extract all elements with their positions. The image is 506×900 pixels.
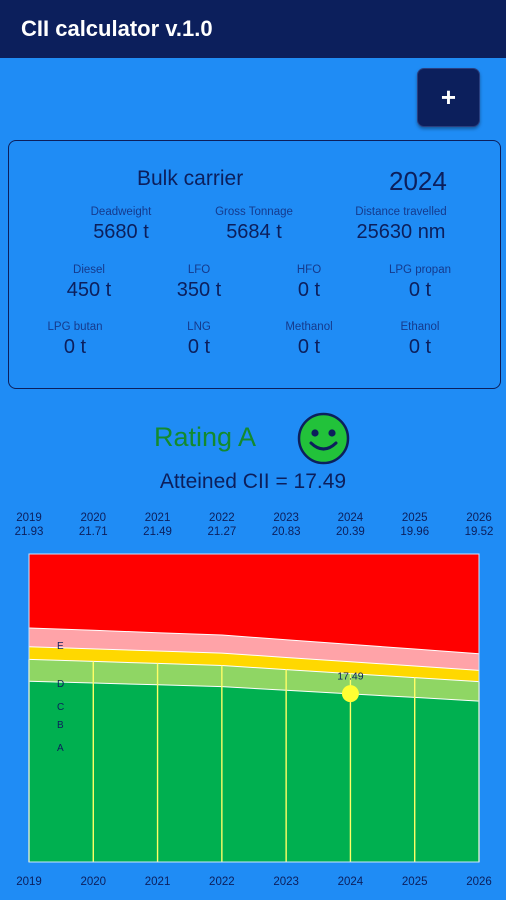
fuel-lng: LNG 0 t bbox=[149, 320, 249, 360]
deadweight-label: Deadweight bbox=[90, 206, 152, 218]
required-cii-value: 19.96 bbox=[400, 526, 430, 538]
required-cii-value: 21.49 bbox=[143, 526, 172, 538]
fuel-lpg-propan: LPG propan 0 t bbox=[370, 263, 470, 303]
required-cii-2021: 2021 21.49 bbox=[133, 511, 183, 539]
required-cii-value: 20.39 bbox=[336, 526, 365, 538]
required-cii-value: 20.83 bbox=[271, 526, 301, 538]
required-cii-2020: 2020 21.71 bbox=[68, 511, 118, 539]
band-boundary-line bbox=[28, 658, 480, 683]
x-tick-label: 2020 bbox=[80, 876, 107, 888]
tick-year: 2019 bbox=[16, 512, 42, 524]
smiley-icon bbox=[297, 412, 350, 465]
required-cii-2019: 2019 21.93 bbox=[4, 511, 54, 539]
report-year: 2024 bbox=[389, 166, 447, 196]
band-boundary-line bbox=[28, 646, 480, 671]
gross-tonnage-label: Gross Tonnage bbox=[215, 206, 293, 218]
required-cii-2023: 2023 20.83 bbox=[261, 511, 311, 539]
tick-year: 2020 bbox=[80, 512, 107, 524]
x-tick-label: 2019 bbox=[16, 876, 42, 888]
fuel-methanol: Methanol 0 t bbox=[259, 320, 359, 360]
distance-label: Distance travelled bbox=[355, 206, 447, 218]
tick-year: 2022 bbox=[209, 512, 235, 524]
app-title: CII calculator v.1.0 bbox=[21, 16, 213, 41]
required-cii-2024: 2024 20.39 bbox=[325, 511, 375, 539]
tick-year: 2023 bbox=[273, 512, 299, 524]
fuel-value: 0 t bbox=[297, 279, 321, 301]
fuel-label: LPG butan bbox=[47, 321, 103, 333]
required-cii-value: 21.93 bbox=[14, 526, 44, 538]
cii-point-label: 17.49 bbox=[337, 671, 363, 683]
required-cii-row: 2019 21.93 2020 21.71 2021 21.49 2022 21.27 2023… bbox=[0, 511, 506, 543]
fuel-label: HFO bbox=[296, 264, 322, 276]
distance-value: 25630 nm bbox=[356, 221, 446, 243]
x-axis-labels: 2019 2020 2021 2022 2023 2024 2025 2026 bbox=[0, 876, 506, 892]
band-boundary-line bbox=[28, 680, 480, 702]
band-label-d: D bbox=[57, 679, 64, 690]
band-a bbox=[29, 681, 479, 862]
fuel-label: Methanol bbox=[285, 321, 333, 333]
fuel-lfo: LFO 350 t bbox=[149, 263, 249, 303]
fuel-label: LPG propan bbox=[388, 264, 451, 276]
required-cii-value: 21.71 bbox=[78, 526, 108, 538]
x-tick-label: 2021 bbox=[144, 876, 171, 888]
fuel-value: 0 t bbox=[187, 336, 211, 358]
tick-year: 2025 bbox=[401, 512, 428, 524]
plot-frame bbox=[28, 553, 480, 863]
fuel-value: 0 t bbox=[408, 336, 432, 358]
gross-tonnage-field: Gross Tonnage 5684 t bbox=[184, 205, 324, 245]
required-cii-2022: 2022 21.27 bbox=[197, 511, 247, 539]
attained-cii: Atteined CII = 17.49 bbox=[159, 470, 347, 493]
band-label-c: C bbox=[57, 702, 64, 713]
fuel-label: Diesel bbox=[73, 264, 105, 276]
app-bar: CII calculator v.1.0 bbox=[0, 0, 506, 58]
band-b bbox=[29, 659, 479, 702]
deadweight-field: Deadweight 5680 t bbox=[51, 205, 191, 245]
band-label-a: A bbox=[57, 743, 64, 754]
gross-tonnage-value: 5684 t bbox=[226, 221, 282, 243]
tick-year: 2021 bbox=[144, 512, 171, 524]
band-c bbox=[29, 646, 479, 682]
fuel-label: LNG bbox=[187, 321, 211, 333]
vessel-info-card: Bulk carrier 2024 Deadweight 5680 t Gros… bbox=[8, 140, 501, 389]
fuel-label: Ethanol bbox=[400, 321, 440, 333]
fuel-lpg-butan: LPG butan 0 t bbox=[25, 320, 125, 360]
fuel-value: 0 t bbox=[63, 336, 87, 358]
add-button[interactable]: + bbox=[417, 68, 480, 127]
required-cii-value: 21.27 bbox=[207, 526, 237, 538]
fuel-value: 0 t bbox=[297, 336, 321, 358]
deadweight-value: 5680 t bbox=[93, 221, 149, 243]
tick-year: 2024 bbox=[337, 512, 364, 524]
band-label-e: E bbox=[57, 641, 64, 652]
cii-rating-chart: E D CB A 17.49 bbox=[28, 553, 480, 863]
x-tick-label: 2024 bbox=[337, 876, 364, 888]
fuel-value: 0 t bbox=[408, 279, 432, 301]
vessel-type: Bulk carrier bbox=[137, 167, 244, 190]
x-tick-label: 2025 bbox=[401, 876, 428, 888]
band-label-b: B bbox=[57, 720, 64, 731]
rating-text: Rating A bbox=[154, 422, 257, 452]
fuel-value: 450 t bbox=[66, 279, 112, 301]
required-cii-2025: 2025 19.96 bbox=[390, 511, 440, 539]
fuel-hfo: HFO 0 t bbox=[259, 263, 359, 303]
required-cii-value: 19.52 bbox=[464, 526, 494, 538]
plus-icon: + bbox=[440, 82, 457, 112]
cii-point bbox=[341, 685, 359, 703]
x-tick-label: 2023 bbox=[273, 876, 299, 888]
fuel-diesel: Diesel 450 t bbox=[39, 263, 139, 303]
band-e bbox=[29, 554, 479, 654]
band-d bbox=[29, 628, 479, 671]
fuel-label: LFO bbox=[187, 264, 211, 276]
required-cii-2026: 2026 19.52 bbox=[454, 511, 504, 539]
x-tick-label: 2022 bbox=[209, 876, 235, 888]
tick-year: 2026 bbox=[466, 512, 492, 524]
fuel-ethanol: Ethanol 0 t bbox=[370, 320, 470, 360]
band-boundary-line bbox=[28, 627, 480, 655]
distance-field: Distance travelled 25630 nm bbox=[331, 205, 471, 245]
fuel-value: 350 t bbox=[176, 279, 222, 301]
x-tick-label: 2026 bbox=[466, 876, 492, 888]
